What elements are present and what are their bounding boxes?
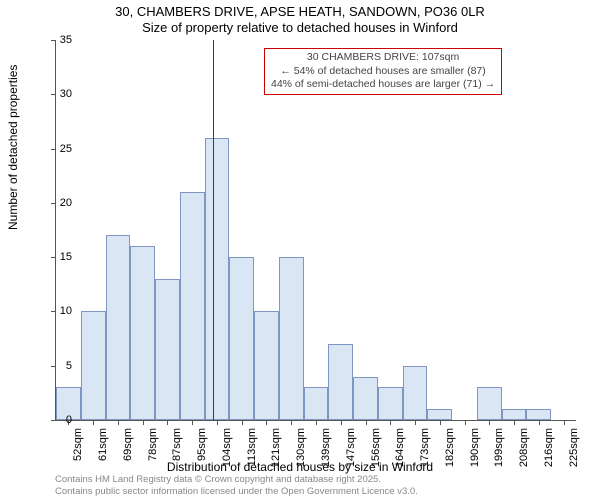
ytick-label: 25 xyxy=(42,143,72,155)
histogram-bar xyxy=(353,377,378,420)
xtick-label: 156sqm xyxy=(370,428,382,488)
callout-line3: 44% of semi-detached houses are larger (… xyxy=(271,78,495,92)
ytick-label: 5 xyxy=(42,360,72,372)
histogram-bar xyxy=(81,311,106,420)
xtick-mark xyxy=(118,420,119,425)
xtick-label: 173sqm xyxy=(419,428,431,488)
xtick-mark xyxy=(539,420,540,425)
subject-marker-line xyxy=(213,40,214,420)
xtick-label: 182sqm xyxy=(444,428,456,488)
xtick-mark xyxy=(266,420,267,425)
xtick-mark xyxy=(242,420,243,425)
y-axis-label: Number of detached properties xyxy=(6,65,20,230)
histogram-bar xyxy=(477,387,502,420)
histogram-bar xyxy=(526,409,551,420)
xtick-label: 95sqm xyxy=(196,428,208,488)
histogram-bar xyxy=(304,387,329,420)
xtick-label: 216sqm xyxy=(543,428,555,488)
ytick-label: 35 xyxy=(42,34,72,46)
chart-title-line2: Size of property relative to detached ho… xyxy=(0,20,600,35)
histogram-bar xyxy=(106,235,131,420)
xtick-label: 69sqm xyxy=(122,428,134,488)
histogram-bar xyxy=(130,246,155,420)
histogram-bar xyxy=(502,409,527,420)
xtick-label: 61sqm xyxy=(97,428,109,488)
xtick-mark xyxy=(291,420,292,425)
histogram-bar xyxy=(205,138,230,420)
xtick-mark xyxy=(217,420,218,425)
ytick-label: 10 xyxy=(42,305,72,317)
xtick-label: 130sqm xyxy=(295,428,307,488)
xtick-mark xyxy=(366,420,367,425)
annotation-callout: 30 CHAMBERS DRIVE: 107sqm ← 54% of detac… xyxy=(264,48,502,95)
histogram-bar xyxy=(279,257,304,420)
xtick-mark xyxy=(465,420,466,425)
histogram-bar xyxy=(254,311,279,420)
plot-area xyxy=(55,40,576,421)
histogram-bar xyxy=(403,366,428,420)
callout-line2: ← 54% of detached houses are smaller (87… xyxy=(271,65,495,79)
xtick-label: 121sqm xyxy=(270,428,282,488)
footer-attribution: Contains HM Land Registry data © Crown c… xyxy=(55,474,418,498)
xtick-mark xyxy=(489,420,490,425)
xtick-label: 199sqm xyxy=(493,428,505,488)
xtick-label: 139sqm xyxy=(320,428,332,488)
footer-line2: Contains public sector information licen… xyxy=(55,486,418,498)
xtick-mark xyxy=(167,420,168,425)
histogram-bar xyxy=(328,344,353,420)
footer-line1: Contains HM Land Registry data © Crown c… xyxy=(55,474,418,486)
xtick-label: 147sqm xyxy=(345,428,357,488)
xtick-mark xyxy=(564,420,565,425)
xtick-label: 190sqm xyxy=(469,428,481,488)
histogram-bar xyxy=(155,279,180,420)
histogram-bar xyxy=(180,192,205,420)
callout-line1: 30 CHAMBERS DRIVE: 107sqm xyxy=(271,51,495,65)
xtick-label: 113sqm xyxy=(246,428,258,488)
xtick-mark xyxy=(143,420,144,425)
ytick-label: 0 xyxy=(42,414,72,426)
xtick-label: 87sqm xyxy=(171,428,183,488)
xtick-label: 78sqm xyxy=(147,428,159,488)
xtick-mark xyxy=(341,420,342,425)
xtick-mark xyxy=(316,420,317,425)
ytick-label: 15 xyxy=(42,251,72,263)
xtick-label: 52sqm xyxy=(72,428,84,488)
xtick-mark xyxy=(415,420,416,425)
xtick-mark xyxy=(440,420,441,425)
histogram-bar xyxy=(427,409,452,420)
ytick-label: 20 xyxy=(42,197,72,209)
xtick-label: 104sqm xyxy=(221,428,233,488)
xtick-label: 225sqm xyxy=(568,428,580,488)
xtick-mark xyxy=(93,420,94,425)
chart-title-line1: 30, CHAMBERS DRIVE, APSE HEATH, SANDOWN,… xyxy=(0,4,600,19)
ytick-label: 30 xyxy=(42,88,72,100)
histogram-bar xyxy=(378,387,403,420)
xtick-label: 164sqm xyxy=(394,428,406,488)
xtick-mark xyxy=(390,420,391,425)
xtick-mark xyxy=(514,420,515,425)
xtick-label: 208sqm xyxy=(518,428,530,488)
histogram-bar xyxy=(229,257,254,420)
xtick-mark xyxy=(192,420,193,425)
